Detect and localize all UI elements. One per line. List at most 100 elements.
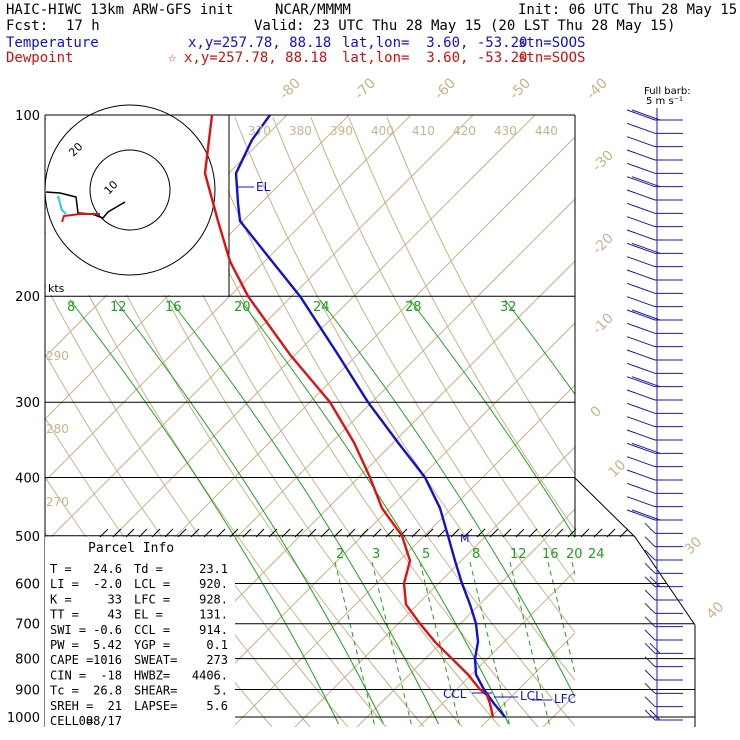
dry-adiabat-line (45, 283, 349, 727)
parcel-value: 273 (206, 653, 228, 667)
moist-adiabat-line (169, 299, 439, 725)
parcel-value: -2.0 (93, 577, 122, 591)
wind-barb-feather (644, 602, 656, 614)
wind-barb-feather (626, 176, 656, 188)
wind-barb-feather (626, 482, 656, 494)
wind-barb-feather (626, 362, 656, 374)
parcel-value: 21 (108, 699, 122, 713)
barb-legend-line1: Full barb: (644, 86, 691, 97)
wind-barb-feather (626, 322, 656, 334)
parcel-key: CAPE = (50, 653, 93, 667)
el-marker: EL (256, 180, 271, 194)
mixing-ratio-line (334, 561, 376, 727)
parcel-value: 928. (199, 592, 228, 606)
moist-adiabat-line (69, 299, 339, 725)
mixing-ratio-label-mid: 20 (566, 547, 583, 562)
wind-barb-feather (626, 136, 656, 148)
dry-adiabat-line (386, 116, 575, 475)
hodograph-units: kts (48, 282, 65, 295)
wind-barb-feather (631, 176, 661, 188)
mixing-ratio-label: 12 (110, 300, 127, 315)
dewpoint-stn: stn=SOOS (518, 50, 586, 66)
pressure-tick-600: 600 (15, 577, 40, 592)
wind-barb-feather (644, 642, 656, 654)
wind-barb-feather (631, 242, 661, 254)
hodograph-ring-10 (89, 149, 171, 231)
mixing-ratio-label: 16 (165, 300, 182, 315)
mixing-ratio-label-mid: 2 (336, 547, 344, 562)
dewpoint-xy: x,y=257.78, 88.18 (184, 50, 328, 66)
wind-barb-feather (644, 709, 656, 721)
temperature-label: Temperature (6, 35, 99, 51)
parcel-key: TT = (50, 608, 79, 622)
wind-barb-feather (626, 336, 656, 348)
isotherm-line (654, 0, 740, 740)
wind-barb-feather (626, 442, 656, 454)
parcel-info-title: Parcel Info (88, 541, 174, 556)
isotherm-label: 30 (682, 534, 706, 558)
wind-barb-feather (644, 589, 656, 601)
wind-barb-feather (644, 536, 656, 548)
wind-barb-feather (644, 629, 656, 641)
dewpoint-latlon: lat,lon= 3.60, -53.20 (342, 50, 528, 66)
parcel-value: 4406. (192, 668, 228, 682)
wind-barb-feather (626, 389, 656, 401)
parcel-value: 1016 (93, 653, 122, 667)
parcel-key: CIN = (50, 668, 86, 682)
barb-legend-line2: 5 m s⁻¹ (646, 96, 683, 107)
fcst-value: 17 h (66, 18, 100, 34)
wind-barb-feather (644, 682, 656, 694)
wind-barb-feather (631, 442, 661, 454)
lower-frame-edge (574, 477, 696, 727)
wind-barb-feather (626, 122, 656, 134)
isotherm-line (716, 0, 740, 740)
valid-time: Valid: 23 UTC Thu 28 May 15 (20 LST Thu … (254, 18, 676, 34)
parcel-key: HWBZ= (134, 668, 170, 682)
dry-adiabat-line (272, 116, 575, 634)
mixing-ratio-label: 32 (500, 300, 517, 315)
isotherm-line (170, 322, 575, 727)
dewpoint-profile (203, 114, 495, 718)
dry-adiabat-line (310, 116, 575, 584)
wind-barb-feather (626, 242, 656, 254)
parcel-key: LFC = (134, 592, 170, 606)
parcel-value: 914. (199, 623, 228, 637)
parcel-value: 26.8 (93, 684, 122, 698)
parcel-key: LCL = (134, 577, 170, 591)
isotherm-label: -60 (432, 75, 459, 102)
isotherm-label: 40 (704, 599, 728, 623)
isotherm-line (45, 115, 288, 358)
isotherm-line (418, 570, 575, 727)
wind-barb-feather (644, 696, 656, 708)
theta-label: 440 (535, 124, 558, 138)
parcel-key: SWI = (50, 623, 86, 637)
moist-adiabat-line (504, 299, 575, 396)
sounding-profiles (203, 114, 552, 718)
wind-barb-feather (626, 189, 656, 201)
isotherm-label: -30 (590, 147, 617, 174)
parcel-value: 24.6 (93, 562, 122, 576)
parcel-key: CCL = (134, 623, 170, 637)
parcel-key: LI = (50, 577, 79, 591)
temperature-xy: x,y=257.78, 88.18 (188, 35, 332, 51)
mixing-ratio-label: 24 (313, 300, 330, 315)
dry-adiabat-line (234, 116, 575, 681)
theta-label: 380 (289, 124, 312, 138)
mixing-ratio-lines (69, 299, 575, 727)
theta-label: 400 (371, 124, 394, 138)
mixing-ratio-line (371, 561, 413, 727)
theta-label: 390 (330, 124, 353, 138)
lfc-marker: LFC (554, 692, 576, 706)
wind-barb-feather (626, 429, 656, 441)
ccl-marker: CCL (443, 687, 467, 701)
wind-barb-feather (626, 109, 656, 121)
isotherm-label: -70 (352, 75, 379, 102)
wind-barb-feather (649, 709, 661, 721)
mixing-ratio-label: 20 (234, 300, 251, 315)
wind-barb-feather (631, 309, 661, 321)
mixing-ratio-label-mid: 5 (422, 547, 430, 562)
mixing-ratio-label: 8 (67, 300, 75, 315)
wind-barb-feather (626, 376, 656, 388)
isotherm-label: -40 (584, 75, 611, 102)
